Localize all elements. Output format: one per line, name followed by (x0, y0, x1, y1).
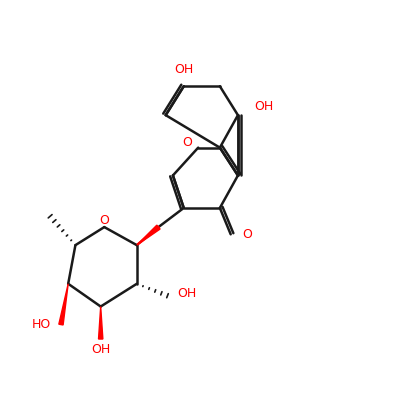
Text: O: O (242, 228, 252, 241)
Polygon shape (137, 225, 160, 245)
Text: HO: HO (32, 318, 51, 331)
Polygon shape (59, 284, 68, 325)
Text: OH: OH (174, 64, 193, 76)
Text: OH: OH (91, 343, 110, 356)
Text: O: O (182, 136, 192, 149)
Polygon shape (98, 306, 103, 339)
Text: OH: OH (178, 287, 197, 300)
Text: O: O (99, 214, 109, 227)
Text: OH: OH (254, 100, 274, 113)
